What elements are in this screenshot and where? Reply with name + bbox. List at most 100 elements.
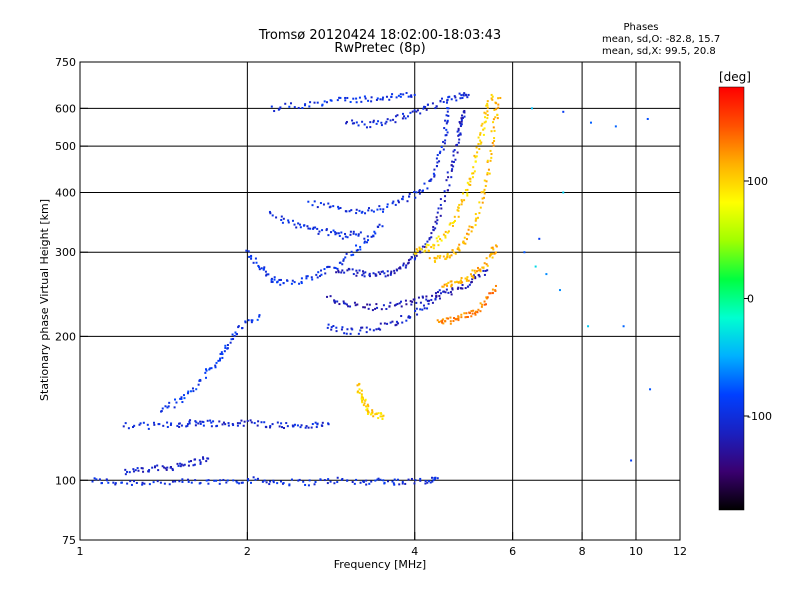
data-point	[428, 257, 431, 260]
data-point	[187, 390, 190, 393]
data-point	[338, 303, 341, 306]
data-point	[474, 160, 477, 163]
data-point	[338, 234, 341, 237]
data-point	[350, 250, 353, 253]
data-point	[357, 234, 360, 237]
data-point	[352, 230, 355, 233]
data-point	[482, 133, 485, 136]
data-point	[474, 271, 477, 274]
data-point	[337, 271, 340, 274]
data-point	[195, 388, 198, 391]
data-point	[188, 422, 191, 425]
data-point	[460, 277, 463, 280]
data-point	[399, 267, 402, 270]
data-point	[402, 264, 405, 267]
data-point	[295, 226, 298, 229]
data-point	[174, 398, 177, 401]
data-point	[451, 287, 454, 290]
data-point	[316, 206, 319, 209]
data-point	[328, 265, 331, 268]
data-point	[326, 265, 329, 268]
data-point	[379, 328, 382, 331]
data-point	[296, 424, 299, 427]
data-point	[250, 257, 253, 260]
data-point	[472, 172, 475, 175]
data-point	[396, 478, 399, 481]
data-point	[338, 96, 341, 99]
data-point	[319, 202, 322, 205]
data-point	[483, 303, 486, 306]
data-point	[165, 468, 168, 471]
data-point	[485, 104, 488, 107]
data-point	[249, 419, 252, 422]
data-point	[232, 424, 235, 427]
data-point	[457, 141, 460, 144]
data-point	[439, 198, 442, 201]
data-point	[393, 478, 396, 481]
data-point	[202, 457, 205, 460]
data-point	[271, 423, 274, 426]
data-point	[234, 331, 237, 334]
data-point	[478, 212, 481, 215]
data-point	[460, 287, 463, 290]
data-point	[366, 303, 369, 306]
data-point	[426, 299, 429, 302]
data-point	[473, 170, 476, 173]
data-point	[359, 329, 362, 332]
data-point	[415, 248, 418, 251]
data-point	[133, 424, 136, 427]
data-point	[229, 341, 232, 344]
data-point	[444, 119, 447, 122]
data-point	[341, 477, 344, 480]
data-point	[494, 244, 497, 247]
data-point	[435, 105, 438, 108]
data-point	[309, 101, 312, 104]
data-point	[450, 283, 453, 286]
data-point	[337, 207, 340, 210]
data-point	[478, 148, 481, 151]
data-point	[199, 461, 202, 464]
data-point	[334, 233, 337, 236]
data-point	[346, 96, 349, 99]
data-point	[472, 275, 475, 278]
data-point	[367, 239, 370, 242]
data-point	[419, 112, 422, 115]
data-point	[396, 302, 399, 305]
data-point	[106, 479, 109, 482]
data-point	[286, 425, 289, 428]
data-point	[423, 182, 426, 185]
data-point	[235, 332, 238, 335]
data-point	[355, 269, 358, 272]
data-point	[366, 403, 369, 406]
data-point	[271, 280, 274, 283]
data-point	[445, 134, 448, 137]
data-point	[432, 247, 435, 250]
y-tick-label: 300	[55, 246, 76, 259]
data-point	[479, 268, 482, 271]
data-point	[442, 322, 445, 325]
data-point	[499, 96, 502, 99]
data-point	[419, 479, 422, 482]
data-point	[126, 482, 129, 485]
data-point	[273, 110, 276, 113]
trace-x-trace-mid	[441, 244, 498, 288]
data-point	[270, 277, 273, 280]
data-point	[383, 481, 386, 484]
data-point	[614, 125, 617, 128]
data-point	[416, 250, 419, 253]
data-point	[474, 275, 477, 278]
data-point	[393, 272, 396, 275]
data-point	[323, 100, 326, 103]
data-point	[485, 263, 488, 266]
data-point	[189, 390, 192, 393]
data-point	[457, 281, 460, 284]
data-point	[383, 272, 386, 275]
trace-e-region-rising	[160, 314, 261, 413]
data-point	[361, 399, 364, 402]
data-point	[288, 483, 291, 486]
data-point	[302, 480, 305, 483]
data-point	[445, 114, 448, 117]
data-point	[477, 216, 480, 219]
y-tick-label: 75	[62, 534, 76, 547]
data-point	[441, 321, 444, 324]
